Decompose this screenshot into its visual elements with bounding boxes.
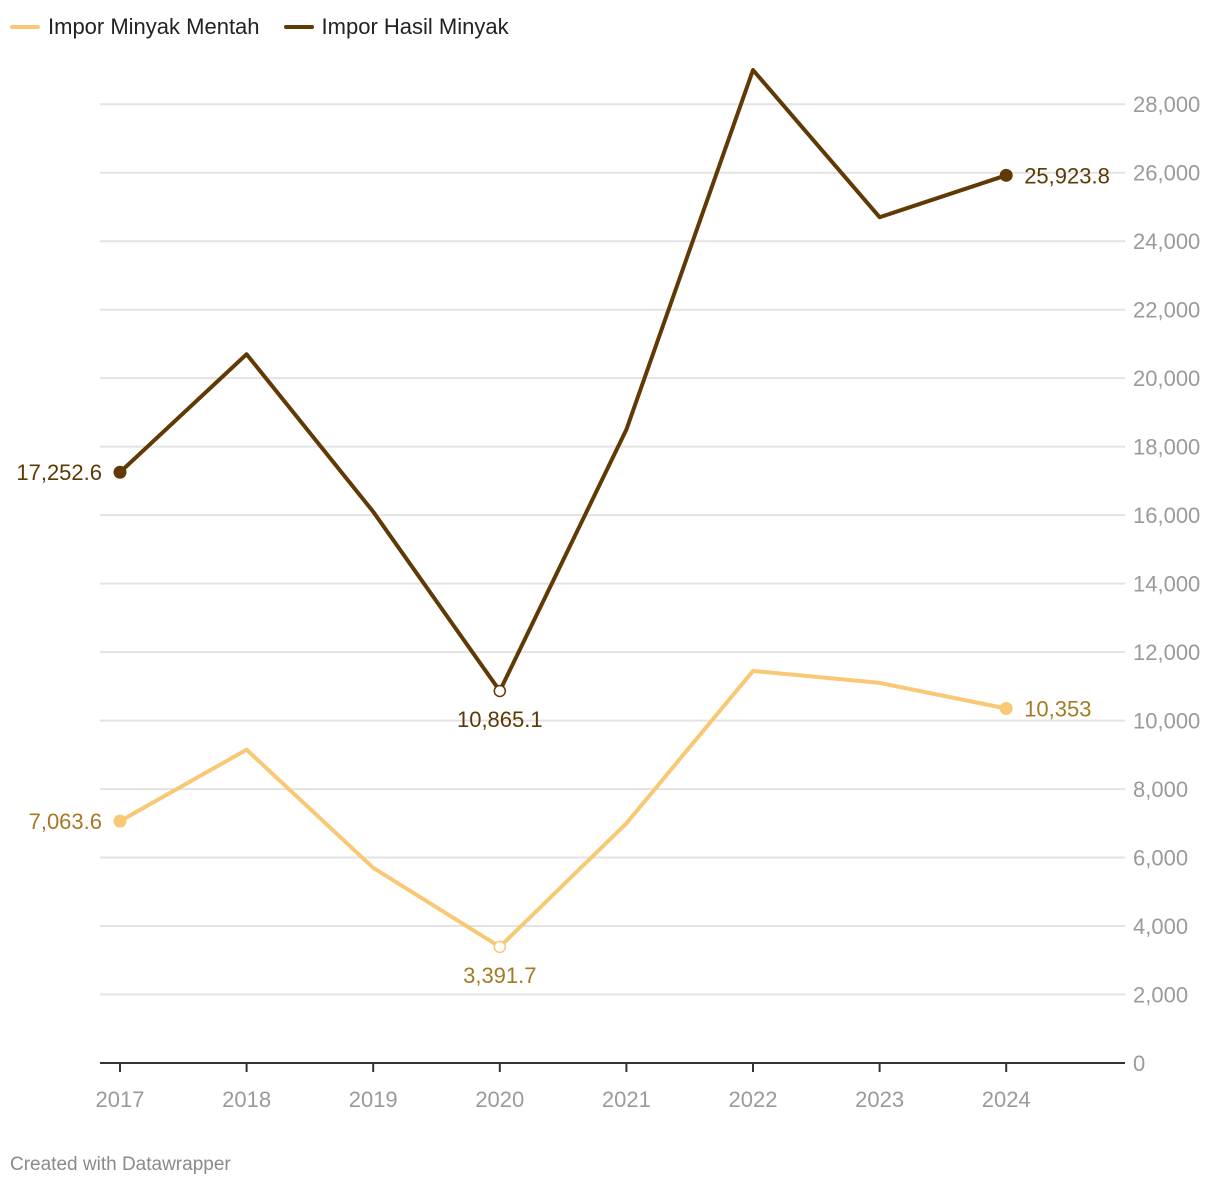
data-point-minyak-mentah [113, 814, 127, 828]
x-tick-label: 2020 [475, 1087, 524, 1112]
series-line-hasil-minyak [118, 68, 1009, 693]
chart-legend: Impor Minyak Mentah Impor Hasil Minyak [10, 14, 509, 40]
y-tick-label: 14,000 [1133, 572, 1200, 597]
footer-credit: Created with Datawrapper [10, 1154, 231, 1175]
legend-swatch-hasil-minyak [283, 25, 314, 29]
legend-label-minyak-mentah: Impor Minyak Mentah [48, 14, 260, 39]
data-label-hasil-minyak: 17,252.6 [16, 460, 102, 485]
legend-item-hasil-minyak: Impor Hasil Minyak [283, 14, 509, 40]
data-label-hasil-minyak: 25,923.8 [1024, 163, 1110, 188]
y-tick-label: 10,000 [1133, 709, 1200, 734]
y-tick-label: 8,000 [1133, 777, 1188, 802]
data-label-minyak-mentah: 10,353 [1024, 696, 1091, 721]
y-tick-label: 6,000 [1133, 846, 1188, 871]
data-point-hasil-minyak [999, 168, 1013, 182]
y-tick-label: 18,000 [1133, 435, 1200, 460]
y-tick-label: 4,000 [1133, 914, 1188, 939]
legend-label-hasil-minyak: Impor Hasil Minyak [321, 14, 509, 39]
y-tick-label: 26,000 [1133, 161, 1200, 186]
x-tick-label: 2019 [349, 1087, 398, 1112]
data-point-hasil-minyak [493, 684, 507, 698]
y-tick-label: 16,000 [1133, 503, 1200, 528]
y-tick-label: 28,000 [1133, 92, 1200, 117]
y-tick-label: 20,000 [1133, 366, 1200, 391]
data-label-minyak-mentah: 7,063.6 [29, 809, 102, 834]
y-tick-label: 12,000 [1133, 640, 1200, 665]
y-tick-label: 2,000 [1133, 983, 1188, 1008]
x-tick-label: 2023 [855, 1087, 904, 1112]
series-line-minyak-mentah [118, 668, 1009, 949]
data-point-minyak-mentah [999, 701, 1013, 715]
legend-item-minyak-mentah: Impor Minyak Mentah [10, 14, 260, 40]
y-tick-label: 22,000 [1133, 298, 1200, 323]
data-point-hasil-minyak [113, 465, 127, 479]
y-tick-label: 0 [1133, 1051, 1145, 1076]
y-tick-label: 24,000 [1133, 229, 1200, 254]
legend-swatch-minyak-mentah [10, 25, 40, 29]
data-label-hasil-minyak: 10,865.1 [457, 707, 543, 732]
x-tick-label: 2024 [982, 1087, 1031, 1112]
data-label-minyak-mentah: 3,391.7 [463, 963, 536, 988]
data-point-minyak-mentah [493, 940, 507, 954]
x-tick-label: 2017 [96, 1087, 145, 1112]
x-tick-label: 2021 [602, 1087, 651, 1112]
x-tick-label: 2018 [222, 1087, 271, 1112]
x-tick-label: 2022 [729, 1087, 778, 1112]
